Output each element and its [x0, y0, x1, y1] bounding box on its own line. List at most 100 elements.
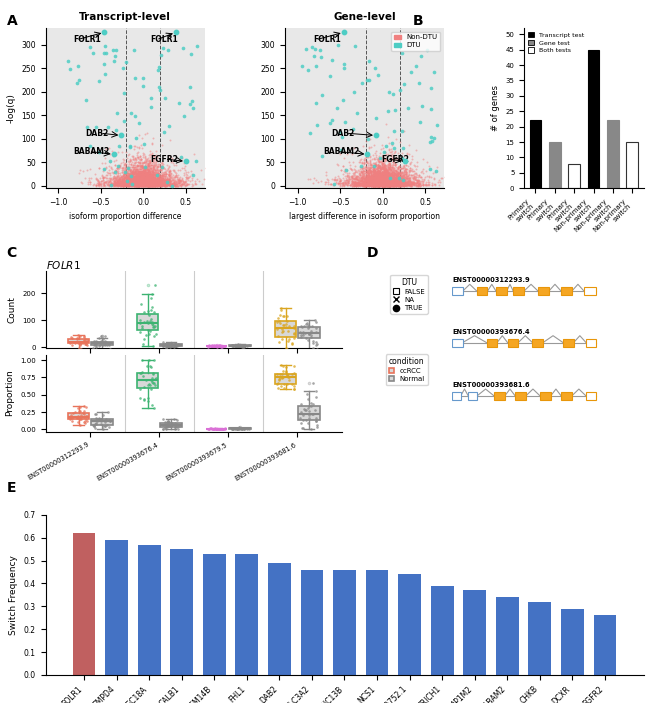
Point	[392, 168, 402, 179]
Point	[372, 167, 383, 179]
Point	[376, 180, 387, 191]
Point	[372, 180, 383, 191]
Point	[146, 177, 157, 188]
Point	[391, 158, 402, 169]
Point	[146, 313, 156, 324]
Point	[337, 177, 347, 188]
Point	[384, 164, 395, 175]
Point	[154, 61, 164, 72]
Point	[364, 172, 374, 183]
Point	[126, 173, 136, 184]
Point	[354, 179, 364, 191]
Point	[378, 176, 388, 187]
Point	[137, 168, 148, 179]
Point	[128, 174, 138, 185]
Point	[393, 179, 404, 191]
Point	[150, 176, 161, 188]
Point	[136, 165, 146, 176]
Point	[146, 180, 156, 191]
Point	[101, 169, 111, 181]
Point	[184, 172, 194, 183]
Point	[372, 176, 382, 188]
Point	[396, 180, 406, 191]
Point	[396, 175, 406, 186]
Point	[175, 165, 185, 176]
Point	[380, 175, 391, 186]
Point	[120, 180, 131, 191]
Point	[393, 176, 403, 188]
Point	[135, 160, 145, 172]
Point	[145, 177, 155, 188]
Point	[369, 180, 380, 191]
Point	[138, 157, 149, 168]
Point	[93, 176, 103, 187]
Point	[138, 176, 149, 187]
Point	[152, 162, 162, 173]
Point	[376, 172, 386, 183]
Point	[144, 170, 155, 181]
Point	[363, 179, 374, 191]
Point	[399, 169, 410, 180]
Point	[142, 180, 152, 191]
Point	[379, 174, 389, 185]
Point	[388, 178, 398, 189]
Point	[351, 180, 361, 191]
Point	[117, 174, 127, 186]
Point	[142, 179, 152, 191]
Point	[141, 178, 151, 189]
Point	[79, 338, 90, 349]
Point	[146, 164, 156, 175]
Point	[138, 172, 148, 183]
Point	[374, 177, 385, 188]
Point	[378, 174, 389, 186]
Point	[139, 179, 150, 190]
Point	[144, 172, 155, 183]
Point	[146, 175, 157, 186]
Point	[159, 172, 170, 183]
Point	[396, 180, 407, 191]
Point	[370, 166, 380, 177]
Point	[363, 168, 374, 179]
Point	[382, 179, 392, 191]
Point	[361, 172, 371, 183]
Point	[131, 150, 142, 161]
Point	[120, 179, 130, 191]
Point	[105, 176, 116, 187]
Point	[159, 179, 170, 191]
Point	[147, 137, 157, 148]
Point	[146, 178, 157, 189]
Point	[136, 176, 146, 187]
Point	[375, 178, 385, 189]
Point	[147, 179, 157, 190]
Point	[209, 339, 220, 350]
Point	[300, 415, 311, 426]
Point	[389, 179, 399, 191]
Point	[138, 162, 148, 173]
Point	[161, 178, 172, 189]
Point	[133, 176, 144, 187]
Point	[127, 154, 138, 165]
Point	[131, 176, 141, 187]
Point	[336, 165, 346, 176]
Point	[150, 174, 161, 186]
Point	[402, 148, 413, 159]
Point	[387, 173, 398, 184]
Point	[372, 172, 383, 183]
Point	[325, 70, 335, 82]
Point	[416, 179, 426, 191]
Point	[410, 174, 420, 185]
Point	[379, 177, 389, 188]
Point	[133, 169, 143, 180]
Point	[372, 179, 383, 190]
Point	[380, 164, 390, 175]
Point	[385, 179, 395, 190]
Point	[374, 172, 385, 183]
Point	[379, 179, 389, 190]
Point	[395, 179, 405, 191]
Point	[143, 176, 153, 187]
Point	[127, 176, 137, 188]
Point	[139, 179, 150, 190]
Point	[148, 160, 159, 172]
Point	[148, 179, 159, 190]
Point	[378, 172, 388, 183]
